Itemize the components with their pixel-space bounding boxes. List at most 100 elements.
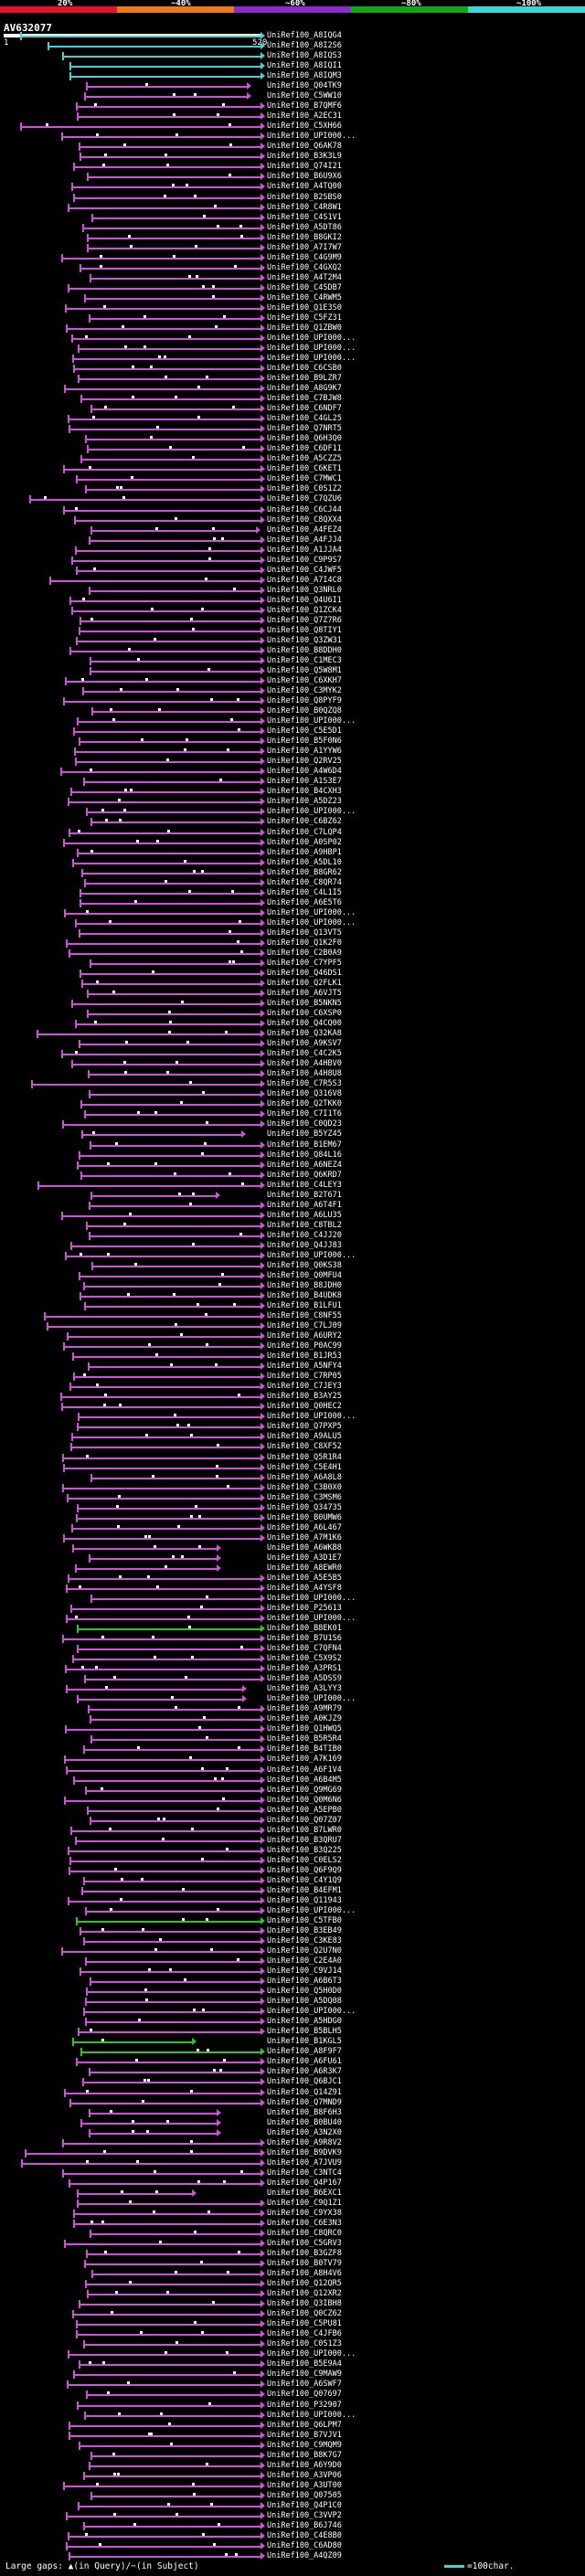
hit-id[interactable]: UniRef100_Q5W8M1	[267, 666, 342, 675]
hit-row[interactable]: UniRef100_UPI000...	[0, 2349, 585, 2359]
hit-id[interactable]: UniRef100_A9R8V2	[267, 2138, 342, 2147]
hit-id[interactable]: UniRef100_B8EK01	[267, 1624, 342, 1633]
hit-row[interactable]: UniRef100_Q6LPM7	[0, 2421, 585, 2430]
hit-id[interactable]: UniRef100_C2B0A9	[267, 949, 342, 958]
hit-id[interactable]: UniRef100_UPI000...	[267, 716, 356, 726]
hit-row[interactable]: UniRef100_Q12QR5	[0, 2279, 585, 2288]
hit-row[interactable]: UniRef100_A8I2S6	[0, 41, 585, 50]
hit-row[interactable]: UniRef100_A3N2X0	[0, 2128, 585, 2137]
hit-row[interactable]: UniRef100_Q5W8M1	[0, 666, 585, 675]
hit-row[interactable]: UniRef100_C3MYK2	[0, 686, 585, 695]
hit-id[interactable]: UniRef100_B5R5R4	[267, 1734, 342, 1744]
hit-id[interactable]: UniRef100_A6URY2	[267, 1331, 342, 1341]
hit-row[interactable]: UniRef100_A5EPB0	[0, 1806, 585, 1815]
hit-row[interactable]: UniRef100_Q13VT5	[0, 928, 585, 938]
hit-id[interactable]: UniRef100_UPI000...	[267, 2411, 356, 2420]
hit-id[interactable]: UniRef100_A7K169	[267, 1754, 342, 1764]
hit-row[interactable]: UniRef100_A1YYW6	[0, 747, 585, 756]
hit-id[interactable]: UniRef100_A4FJJ4	[267, 535, 342, 545]
hit-id[interactable]: UniRef100_Q1ZCK4	[267, 606, 342, 615]
hit-row[interactable]: UniRef100_A7I7W7	[0, 243, 585, 252]
hit-id[interactable]: UniRef100_UPI000...	[267, 918, 356, 928]
hit-row[interactable]: UniRef100_UPI000...	[0, 2007, 585, 2016]
hit-row[interactable]: UniRef100_P25613	[0, 1604, 585, 1613]
hit-id[interactable]: UniRef100_Q6F9Q9	[267, 1866, 342, 1875]
hit-row[interactable]: UniRef100_A8H4V6	[0, 2269, 585, 2278]
hit-row[interactable]: UniRef100_C6KET1	[0, 464, 585, 473]
hit-row[interactable]: UniRef100_A3PRS1	[0, 1664, 585, 1673]
hit-row[interactable]: UniRef100_C4RWM5	[0, 293, 585, 302]
hit-id[interactable]: UniRef100_C6DF11	[267, 444, 342, 453]
hit-row[interactable]: UniRef100_C9VJ14	[0, 1966, 585, 1976]
hit-row[interactable]: UniRef100_Q07697	[0, 2390, 585, 2399]
hit-id[interactable]: UniRef100_B7LWR0	[267, 1826, 342, 1835]
hit-id[interactable]: UniRef100_C5E4H1	[267, 1463, 342, 1472]
hit-id[interactable]: UniRef100_C3MSM6	[267, 1493, 342, 1502]
hit-id[interactable]: UniRef100_C0S1Z3	[267, 2339, 342, 2348]
hit-id[interactable]: UniRef100_B1EM67	[267, 1140, 342, 1150]
hit-row[interactable]: UniRef100_B7LWR0	[0, 1826, 585, 1835]
hit-row[interactable]: UniRef100_B0BU40	[0, 2118, 585, 2127]
hit-row[interactable]: UniRef100_B1KGL5	[0, 2037, 585, 2046]
hit-id[interactable]: UniRef100_Q34735	[267, 1503, 342, 1512]
hit-id[interactable]: UniRef100_C4JWF5	[267, 566, 342, 575]
hit-id[interactable]: UniRef100_A0SP02	[267, 838, 342, 847]
hit-id[interactable]: UniRef100_C4GL25	[267, 414, 342, 423]
hit-row[interactable]: UniRef100_B8JDH0	[0, 1281, 585, 1290]
hit-id[interactable]: UniRef100_Q07Z07	[267, 1816, 342, 1825]
hit-id[interactable]: UniRef100_Q07505	[267, 2491, 342, 2500]
hit-row[interactable]: UniRef100_C5PU81	[0, 2319, 585, 2328]
hit-row[interactable]: UniRef100_Q4U6I1	[0, 596, 585, 605]
hit-id[interactable]: UniRef100_B5YZ45	[267, 1129, 342, 1139]
hit-id[interactable]: UniRef100_A9KSV7	[267, 1039, 342, 1048]
hit-id[interactable]: UniRef100_Q0KS38	[267, 1261, 342, 1270]
hit-id[interactable]: UniRef100_UPI000...	[267, 1694, 356, 1703]
hit-row[interactable]: UniRef100_C2E4A0	[0, 1956, 585, 1966]
hit-row[interactable]: UniRef100_B5E9A4	[0, 2359, 585, 2369]
hit-id[interactable]: UniRef100_Q0MFU4	[267, 1271, 342, 1280]
hit-id[interactable]: UniRef100_UPI000...	[267, 334, 356, 343]
hit-row[interactable]: UniRef100_C6E3N3	[0, 2219, 585, 2228]
hit-id[interactable]: UniRef100_A5DSS9	[267, 1674, 342, 1683]
hit-id[interactable]: UniRef100_A6LU35	[267, 1211, 342, 1220]
hit-id[interactable]: UniRef100_A5DT86	[267, 223, 342, 232]
hit-row[interactable]: UniRef100_B7VJV1	[0, 2431, 585, 2440]
hit-id[interactable]: UniRef100_A6L467	[267, 1523, 342, 1532]
hit-id[interactable]: UniRef100_A3PRS1	[267, 1664, 342, 1673]
hit-id[interactable]: UniRef100_C4G9M9	[267, 253, 342, 262]
hit-id[interactable]: UniRef100_Q4CQ00	[267, 1019, 342, 1028]
hit-row[interactable]: UniRef100_C4Y1Q9	[0, 1876, 585, 1885]
hit-row[interactable]: UniRef100_Q12XR2	[0, 2289, 585, 2298]
hit-row[interactable]: UniRef100_Q34735	[0, 1503, 585, 1512]
hit-id[interactable]: UniRef100_A2EC31	[267, 111, 342, 121]
hit-id[interactable]: UniRef100_A3UT00	[267, 2481, 342, 2490]
hit-row[interactable]: UniRef100_C7LQP4	[0, 828, 585, 837]
hit-row[interactable]: UniRef100_C7I1T6	[0, 1109, 585, 1118]
hit-row[interactable]: UniRef100_C5GRV3	[0, 2239, 585, 2248]
hit-row[interactable]: UniRef100_C8QXX4	[0, 515, 585, 525]
hit-row[interactable]: UniRef100_C8QRC0	[0, 2229, 585, 2238]
hit-row[interactable]: UniRef100_C0S1Z3	[0, 2339, 585, 2348]
hit-row[interactable]: UniRef100_Q3NRL0	[0, 586, 585, 595]
hit-row[interactable]: UniRef100_Q6H3Q0	[0, 434, 585, 443]
hit-row[interactable]: UniRef100_A9ALU5	[0, 1432, 585, 1441]
hit-id[interactable]: UniRef100_Q2U7N0	[267, 1946, 342, 1956]
hit-id[interactable]: UniRef100_B5F0N6	[267, 737, 342, 746]
hit-row[interactable]: UniRef100_A7JVU9	[0, 2158, 585, 2168]
hit-row[interactable]: UniRef100_A6URY2	[0, 1331, 585, 1341]
hit-row[interactable]: UniRef100_B4TIB0	[0, 1744, 585, 1754]
hit-row[interactable]: UniRef100_C5XH66	[0, 122, 585, 131]
hit-row[interactable]: UniRef100_Q6BJC1	[0, 2077, 585, 2086]
hit-id[interactable]: UniRef100_Q84L16	[267, 1150, 342, 1160]
hit-row[interactable]: UniRef100_Q8PYF9	[0, 696, 585, 705]
hit-id[interactable]: UniRef100_B4TIB0	[267, 1744, 342, 1754]
hit-row[interactable]: UniRef100_Q04TK9	[0, 81, 585, 90]
hit-row[interactable]: UniRef100_A5DSS9	[0, 1674, 585, 1683]
hit-id[interactable]: UniRef100_C7QFN4	[267, 1644, 342, 1653]
hit-id[interactable]: UniRef100_A4QZ09	[267, 2551, 342, 2560]
hit-row[interactable]: UniRef100_A1S3E7	[0, 777, 585, 786]
hit-id[interactable]: UniRef100_A6F1V4	[267, 1765, 342, 1775]
hit-id[interactable]: UniRef100_C7QZU6	[267, 494, 342, 504]
hit-id[interactable]: UniRef100_C6AD80	[267, 2541, 342, 2550]
hit-row[interactable]: UniRef100_C1MEC3	[0, 656, 585, 665]
